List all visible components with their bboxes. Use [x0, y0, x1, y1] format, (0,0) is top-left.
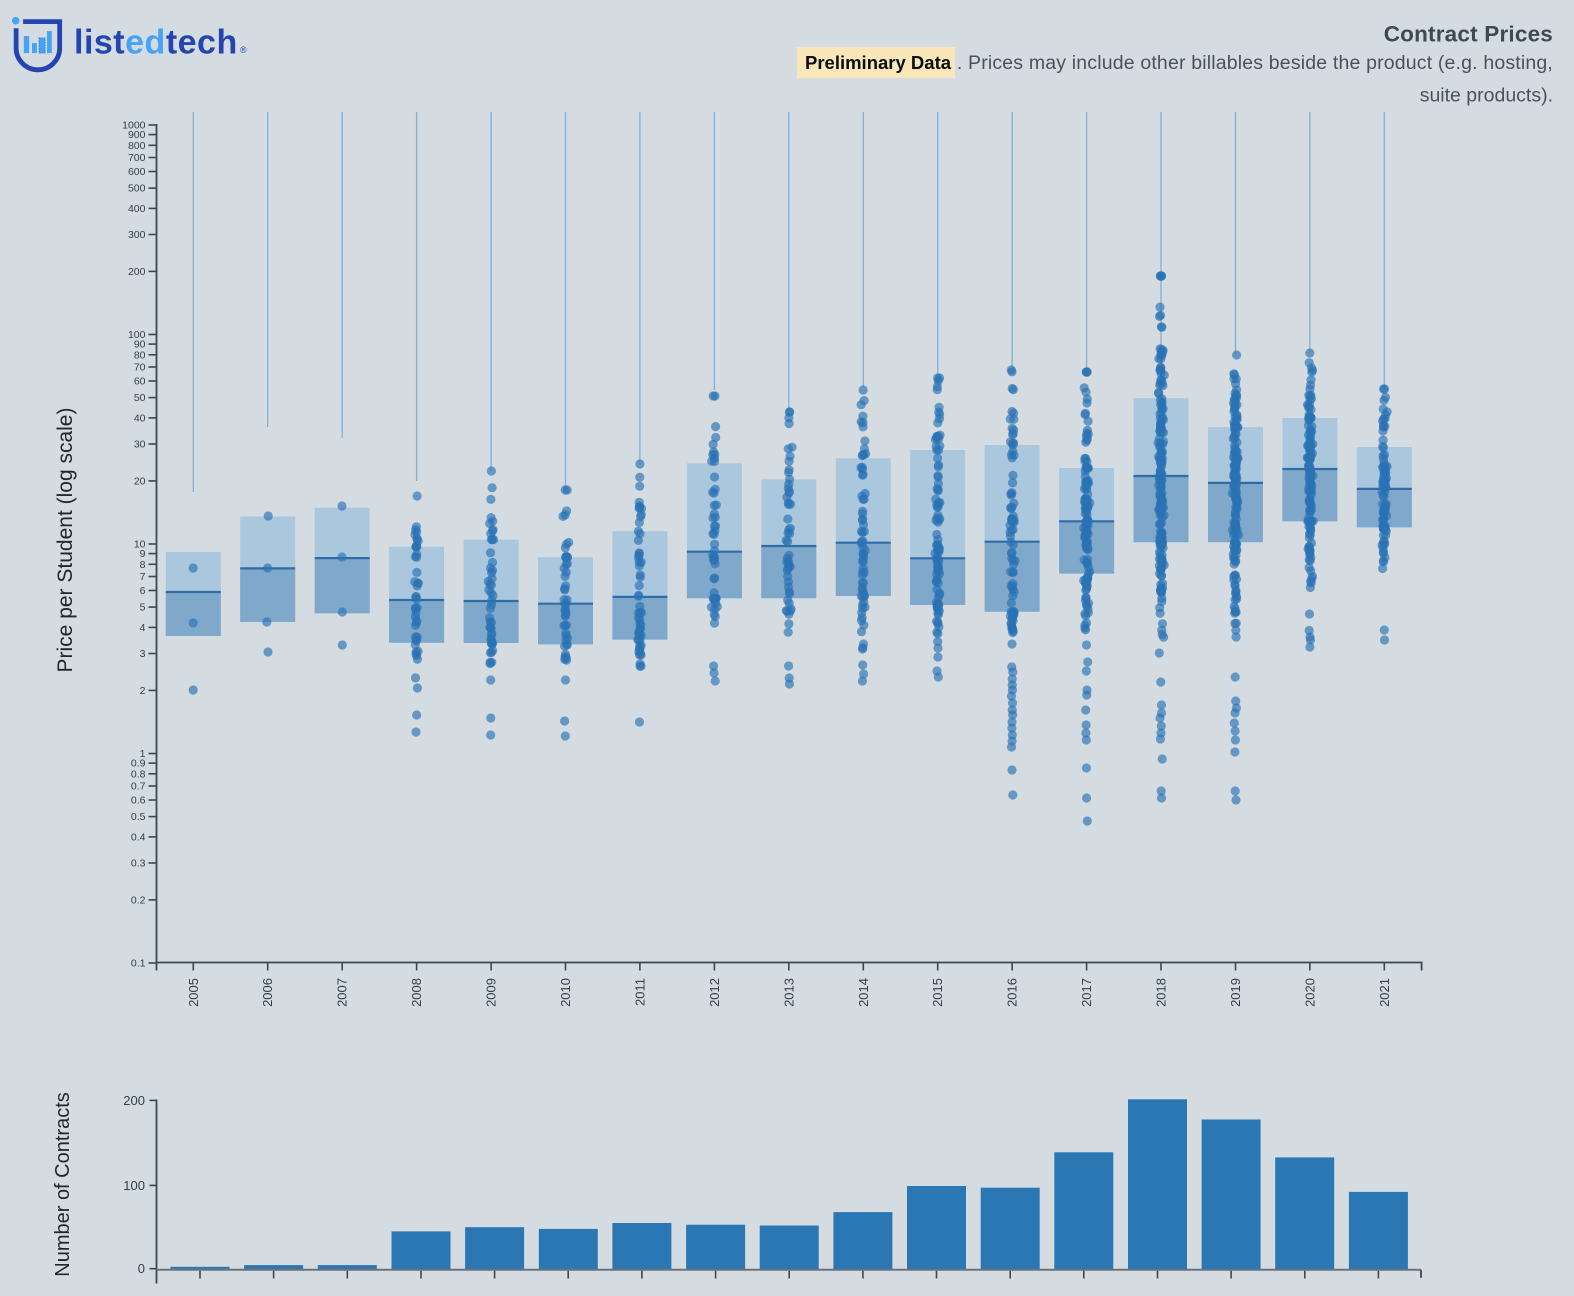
svg-text:4: 4	[140, 622, 146, 634]
svg-text:1: 1	[140, 748, 146, 760]
svg-text:2005: 2005	[186, 978, 201, 1007]
svg-text:20: 20	[134, 476, 146, 488]
svg-text:0.2: 0.2	[131, 895, 146, 907]
svg-text:2016: 2016	[1005, 978, 1020, 1007]
svg-text:. Prices may include other bil: . Prices may include other billables bes…	[957, 52, 1553, 74]
svg-text:0.9: 0.9	[131, 758, 146, 770]
svg-text:2: 2	[140, 685, 146, 697]
svg-text:Price per Student (log scale): Price per Student (log scale)	[54, 408, 77, 673]
svg-text:200: 200	[128, 266, 146, 278]
svg-text:2014: 2014	[856, 978, 871, 1007]
svg-text:400: 400	[128, 203, 146, 215]
svg-text:90: 90	[134, 339, 146, 351]
svg-text:2018: 2018	[1154, 978, 1169, 1007]
svg-text:600: 600	[128, 166, 146, 178]
svg-text:7: 7	[140, 571, 146, 583]
svg-text:2020: 2020	[1302, 978, 1317, 1007]
svg-text:2008: 2008	[409, 978, 424, 1007]
svg-text:0.6: 0.6	[131, 795, 146, 807]
svg-text:8: 8	[140, 559, 146, 571]
svg-text:50: 50	[134, 392, 146, 404]
svg-text:30: 30	[134, 439, 146, 451]
svg-text:700: 700	[128, 152, 146, 164]
svg-text:0.4: 0.4	[131, 832, 146, 844]
svg-text:Preliminary Data: Preliminary Data	[805, 52, 952, 73]
svg-text:1000: 1000	[122, 120, 146, 132]
svg-text:2010: 2010	[558, 978, 573, 1007]
svg-text:5: 5	[140, 602, 146, 614]
svg-text:100: 100	[128, 329, 146, 341]
svg-text:®: ®	[240, 45, 247, 55]
svg-text:0.1: 0.1	[131, 958, 146, 970]
svg-text:200: 200	[123, 1093, 145, 1108]
svg-text:70: 70	[134, 362, 146, 374]
svg-text:100: 100	[123, 1178, 145, 1193]
svg-text:0.7: 0.7	[131, 781, 146, 793]
svg-text:2011: 2011	[632, 978, 647, 1006]
svg-text:9: 9	[140, 548, 146, 560]
svg-text:0: 0	[138, 1261, 145, 1276]
svg-text:10: 10	[134, 539, 146, 551]
svg-text:80: 80	[134, 349, 146, 361]
svg-text:2007: 2007	[335, 978, 350, 1007]
svg-text:500: 500	[128, 183, 146, 195]
svg-text:800: 800	[128, 140, 146, 152]
svg-text:Number of Contracts: Number of Contracts	[52, 1092, 74, 1277]
svg-text:2017: 2017	[1079, 978, 1094, 1007]
svg-text:0.8: 0.8	[131, 768, 146, 780]
svg-text:2015: 2015	[930, 978, 945, 1007]
svg-text:suite products).: suite products).	[1420, 85, 1553, 107]
svg-text:2006: 2006	[260, 978, 275, 1007]
svg-text:6: 6	[140, 585, 146, 597]
svg-text:60: 60	[134, 376, 146, 388]
svg-text:2013: 2013	[781, 978, 796, 1007]
svg-text:40: 40	[134, 413, 146, 425]
svg-text:2012: 2012	[707, 978, 722, 1007]
svg-text:2009: 2009	[484, 978, 499, 1007]
svg-text:0.3: 0.3	[131, 858, 146, 870]
svg-text:900: 900	[128, 129, 146, 141]
svg-text:0.5: 0.5	[131, 811, 146, 823]
svg-text:Contract Prices: Contract Prices	[1384, 22, 1553, 47]
svg-text:3: 3	[140, 648, 146, 660]
svg-text:300: 300	[128, 229, 146, 241]
svg-text:2021: 2021	[1377, 978, 1392, 1007]
svg-text:2019: 2019	[1228, 978, 1243, 1007]
svg-text:listedtech: listedtech	[74, 24, 238, 62]
